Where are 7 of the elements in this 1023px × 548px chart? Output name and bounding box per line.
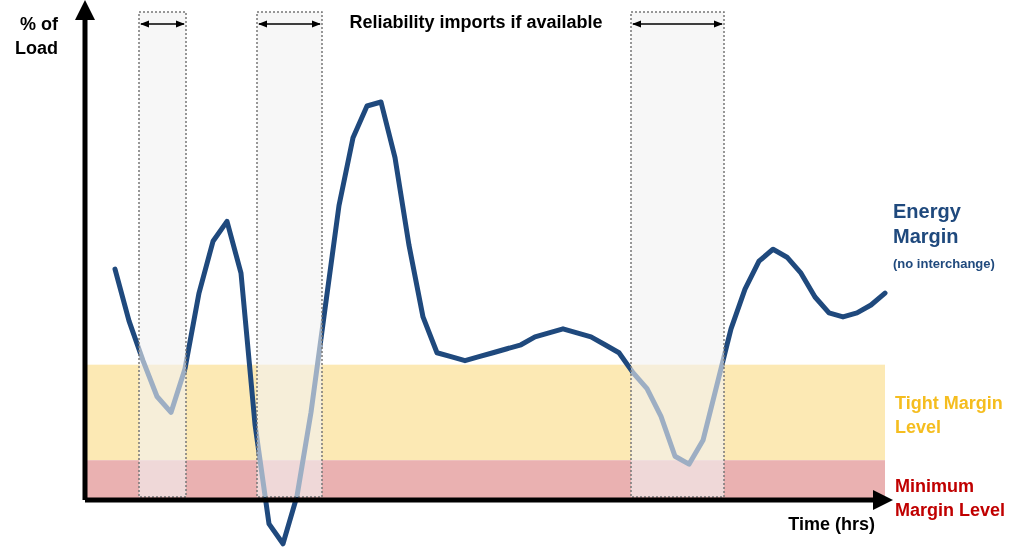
y-axis-title: % of Load bbox=[15, 14, 59, 58]
band-label: Tight Margin Level bbox=[895, 393, 1003, 438]
x-axis-title: Time (hrs) bbox=[788, 514, 875, 534]
text: Reliability imports if available bbox=[349, 12, 603, 32]
text: Energy Margin bbox=[893, 200, 962, 247]
band-label: Minimum Margin Level bbox=[895, 476, 1006, 521]
text: (no interchange) bbox=[893, 256, 995, 271]
